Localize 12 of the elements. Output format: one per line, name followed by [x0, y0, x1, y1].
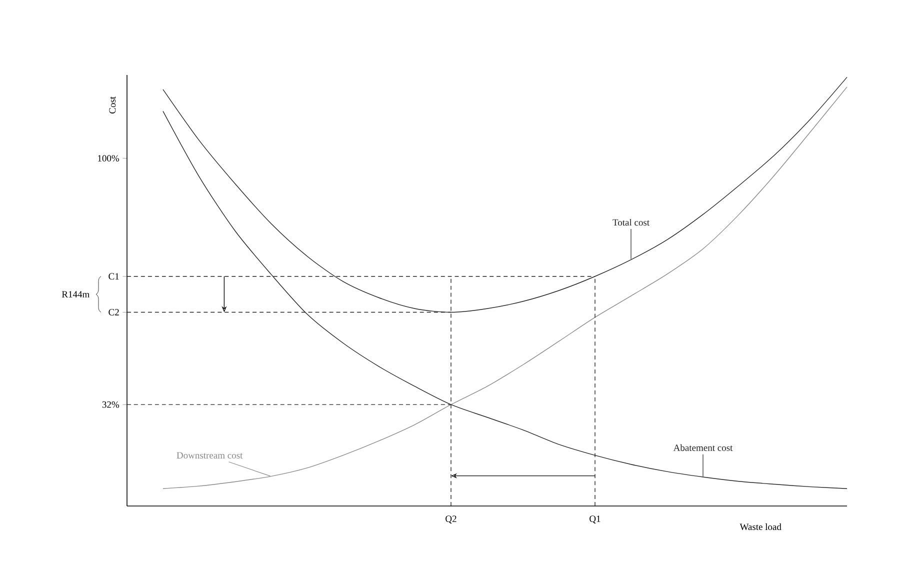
x-tick-label: Q1	[590, 516, 600, 524]
y-tick-label: C1	[108, 273, 119, 280]
y-tick-label: C2	[108, 309, 119, 316]
text: R144m	[62, 291, 90, 298]
y-tick-label: 32%	[102, 401, 120, 408]
text: Abatement cost	[673, 444, 733, 451]
y-tick-label: 100%	[98, 155, 120, 162]
x-tick-label: Q2	[446, 516, 456, 524]
text: Total cost	[612, 218, 650, 226]
x-axis-title: Waste load	[740, 523, 782, 530]
text: Downstream cost	[176, 452, 243, 459]
y-axis-title: Cost	[109, 96, 116, 114]
